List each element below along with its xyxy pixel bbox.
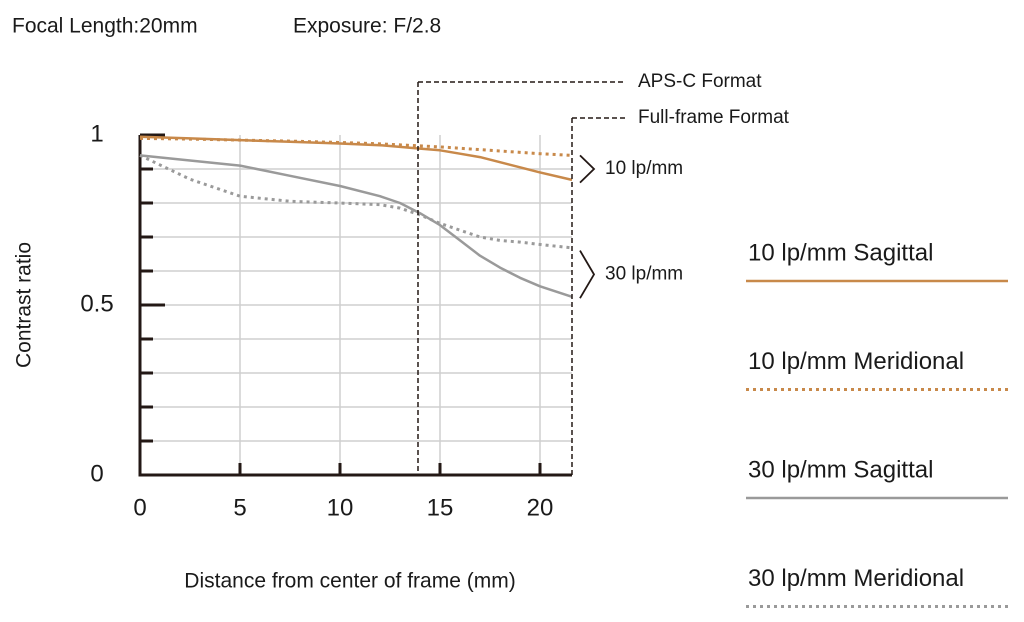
x-tick-label: 10 xyxy=(327,494,354,521)
group-bracket xyxy=(579,154,596,184)
x-axis-label: Distance from center of frame (mm) xyxy=(184,570,515,593)
y-tick-label: 1 xyxy=(90,120,103,147)
format-label: APS-C Format xyxy=(638,71,762,92)
series-line xyxy=(139,154,573,299)
y-tick-label: 0.5 xyxy=(80,290,113,317)
format-label: Full-frame Format xyxy=(638,107,790,128)
group-label: 30 lp/mm xyxy=(605,263,683,284)
chart-title: Exposure: F/2.8 xyxy=(293,15,441,38)
x-tick-label: 20 xyxy=(527,494,554,521)
chart-title: Focal Length:20mm xyxy=(12,15,198,38)
x-tick-label: 15 xyxy=(427,494,454,521)
series-line xyxy=(139,154,573,250)
y-tick-label: 0 xyxy=(90,460,103,487)
group-label: 10 lp/mm xyxy=(605,158,683,179)
x-tick-label: 0 xyxy=(133,494,146,521)
group-bracket xyxy=(579,250,596,299)
series-line xyxy=(139,136,573,157)
y-axis-label: Contrast ratio xyxy=(13,242,36,368)
series-line xyxy=(139,135,573,182)
legend-label: 30 lp/mm Meridional xyxy=(748,565,964,592)
legend-label: 30 lp/mm Sagittal xyxy=(748,456,933,483)
legend-label: 10 lp/mm Sagittal xyxy=(748,239,933,266)
legend-label: 10 lp/mm Meridional xyxy=(748,348,964,375)
x-tick-label: 5 xyxy=(233,494,246,521)
